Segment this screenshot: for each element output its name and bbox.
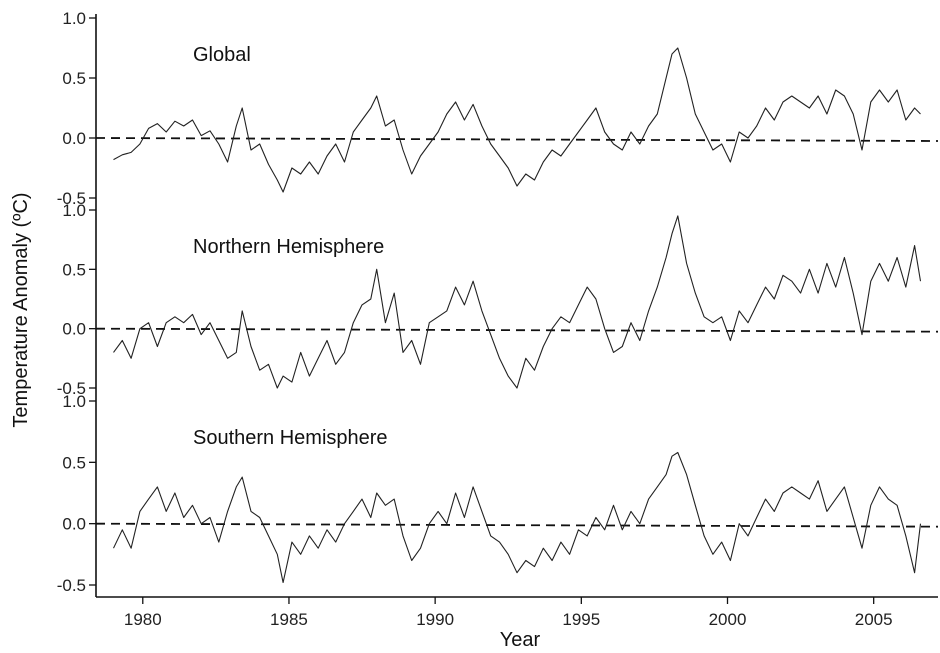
x-tick-label: 2000	[709, 610, 747, 629]
x-tick-label: 2005	[855, 610, 893, 629]
zero-reference-line	[95, 137, 939, 142]
panel-title: Global	[193, 44, 251, 66]
panel-3: -0.5 0.0 0.5 1.0 Southern Hemisphere	[57, 392, 939, 595]
y-tick-label: 0.5	[62, 453, 86, 472]
panel-2: -0.5 0.0 0.5 1.0 Northern Hemisphere	[57, 201, 939, 398]
y-tick-label: -0.5	[57, 576, 86, 595]
x-tick-label: 1985	[270, 610, 308, 629]
panel-1: -0.5 0.0 0.5 1.0 Global	[57, 9, 939, 208]
y-tick-label: 1.0	[62, 9, 86, 28]
series-line-panel-2	[113, 215, 922, 389]
series-line-panel-1	[113, 47, 921, 193]
y-tick-label: 0.5	[62, 260, 86, 279]
y-tick-label: -0.5	[57, 379, 86, 398]
panel-title: Southern Hemisphere	[193, 427, 388, 449]
x-tick-label: 1995	[562, 610, 600, 629]
series-line-panel-3	[113, 451, 922, 584]
y-tick-label: 0.0	[62, 515, 86, 534]
y-tick-label: -0.5	[57, 189, 86, 208]
y-tick-label: 0.5	[62, 69, 86, 88]
x-ticks: 1980 1985 1990 1995 2000 2005	[124, 597, 893, 629]
x-tick-label: 1980	[124, 610, 162, 629]
zero-reference-line	[95, 522, 939, 528]
x-axis-title: Year	[500, 629, 541, 651]
y-tick-label: 0.0	[62, 320, 86, 339]
y-tick-label: 1.0	[62, 392, 86, 411]
y-tick-label: 1.0	[62, 201, 86, 220]
zero-reference-line	[95, 327, 939, 333]
y-axis-title: Temperature Anomaly (ºC)	[10, 192, 32, 427]
x-tick-label: 1990	[416, 610, 454, 629]
panels-layer: -0.5 0.0 0.5 1.0 Global -0.5 0.0 0.5 1.0 Northern…	[57, 9, 939, 595]
panel-title: Northern Hemisphere	[193, 236, 384, 258]
y-tick-label: 0.0	[62, 129, 86, 148]
